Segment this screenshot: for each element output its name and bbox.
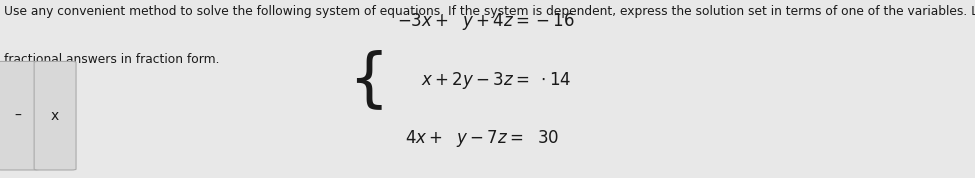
FancyBboxPatch shape	[34, 61, 76, 170]
Text: $-3x +\ \ y + 4z = -16$: $-3x +\ \ y + 4z = -16$	[397, 11, 575, 32]
Text: fractional answers in fraction form.: fractional answers in fraction form.	[4, 53, 219, 66]
Text: –: –	[15, 109, 21, 123]
Text: Use any convenient method to solve the following system of equations. If the sys: Use any convenient method to solve the f…	[4, 5, 975, 18]
Text: $x + 2y - 3z =\ \cdot 14$: $x + 2y - 3z =\ \cdot 14$	[421, 70, 571, 91]
Text: $\{$: $\{$	[348, 48, 383, 112]
Text: x: x	[51, 109, 59, 123]
FancyBboxPatch shape	[0, 61, 39, 170]
Text: $4x +\ \ y - 7z =\ \ 30$: $4x +\ \ y - 7z =\ \ 30$	[405, 128, 559, 149]
